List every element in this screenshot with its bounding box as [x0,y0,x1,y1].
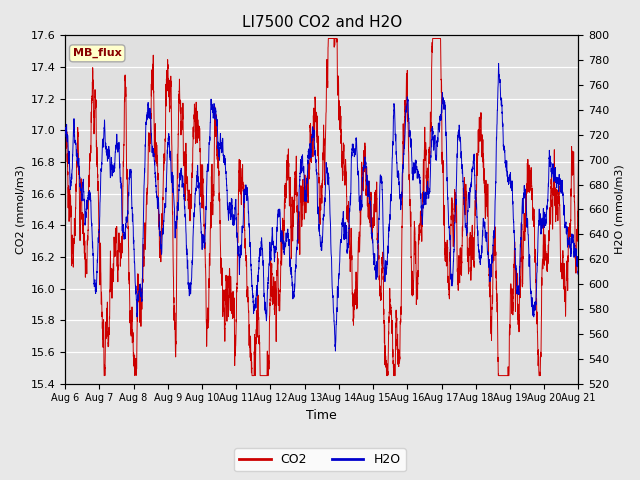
Y-axis label: H2O (mmol/m3): H2O (mmol/m3) [615,165,625,254]
Text: MB_flux: MB_flux [73,48,122,59]
Y-axis label: CO2 (mmol/m3): CO2 (mmol/m3) [15,165,25,254]
Legend: CO2, H2O: CO2, H2O [234,448,406,471]
Title: LI7500 CO2 and H2O: LI7500 CO2 and H2O [242,15,402,30]
X-axis label: Time: Time [307,409,337,422]
